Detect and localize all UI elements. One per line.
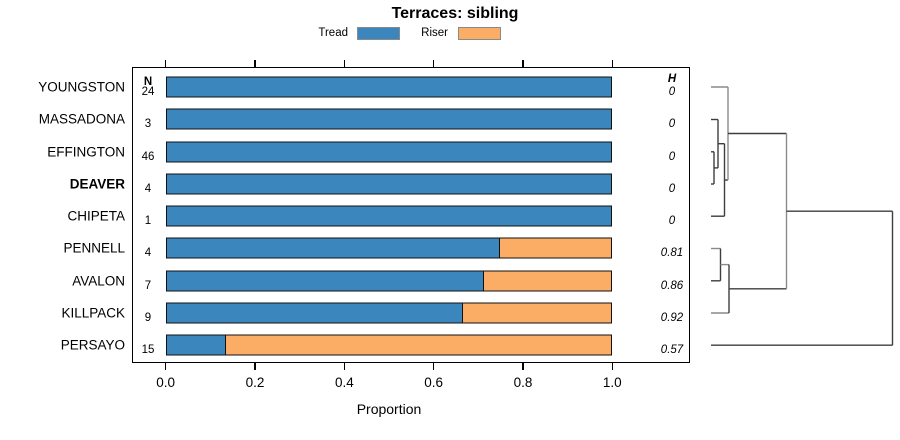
category-label: PERSAYO [60, 337, 125, 353]
h-value: 0.86 [660, 279, 684, 292]
bar [165, 108, 613, 130]
x-axis-tick [254, 363, 256, 370]
h-value: 0.92 [660, 311, 684, 324]
legend-swatch-riser [458, 27, 501, 40]
category-label: DEAVER [69, 176, 125, 192]
n-value: 24 [141, 86, 155, 98]
bar [165, 302, 613, 324]
category-label: KILLPACK [61, 305, 125, 321]
h-column-header: H [667, 73, 677, 85]
page-title: Terraces: sibling [391, 5, 519, 22]
x-axis-tick [254, 60, 256, 67]
x-axis-tick [611, 363, 614, 370]
x-axis-tick [343, 363, 346, 370]
category-label: PENNELL [63, 240, 125, 256]
bar-tread-segment [166, 142, 612, 162]
legend-swatch-tread [357, 27, 400, 40]
x-axis-tick [522, 363, 524, 370]
bar-tread-segment [166, 303, 464, 323]
category-label: EFFINGTON [47, 144, 125, 160]
x-axis-tick [611, 60, 614, 67]
x-axis-tick [432, 363, 435, 370]
bar-riser-segment [225, 335, 612, 355]
x-axis-tick [522, 60, 524, 67]
x-axis-tick-label: 1.0 [602, 375, 622, 390]
x-axis-title: Proportion [356, 401, 422, 417]
n-value: 4 [144, 182, 152, 195]
h-value: 0 [668, 86, 676, 98]
bar-tread-segment [166, 206, 612, 226]
n-value: 15 [141, 344, 155, 357]
h-value: 0.57 [660, 344, 684, 357]
bar-tread-segment [166, 271, 485, 291]
x-axis-tick-label: 0.0 [156, 375, 176, 390]
bar-tread-segment [166, 238, 501, 258]
bar-tread-segment [166, 335, 226, 355]
x-axis-tick-label: 0.8 [513, 375, 533, 390]
bar [165, 237, 613, 259]
bar [165, 141, 613, 163]
bar [165, 173, 613, 195]
category-label: CHIPETA [67, 208, 125, 224]
category-label: YOUNGSTON [38, 79, 125, 95]
n-value: 3 [144, 118, 152, 131]
bar [165, 76, 613, 98]
bar [165, 270, 613, 292]
n-value: 46 [141, 150, 155, 163]
h-value: 0.81 [660, 247, 684, 260]
n-column-header: N [143, 76, 153, 88]
bar-tread-segment [166, 109, 612, 129]
legend-label-riser: Riser [421, 27, 448, 39]
bar-riser-segment [500, 238, 612, 258]
x-axis-tick-label: 0.4 [334, 375, 354, 390]
category-label: MASSADONA [38, 111, 125, 127]
x-axis-tick-label: 0.6 [424, 375, 444, 390]
x-axis-tick [164, 363, 167, 370]
n-value: 4 [144, 247, 152, 260]
x-axis-tick [343, 60, 346, 67]
n-value: 1 [144, 215, 152, 228]
bar [165, 205, 613, 227]
bar [165, 334, 613, 356]
category-label: AVALON [72, 273, 125, 289]
x-axis-tick [164, 60, 167, 67]
legend-label-tread: Tread [318, 27, 348, 39]
x-axis-tick [432, 60, 435, 67]
bar-riser-segment [484, 271, 612, 291]
x-axis-tick-label: 0.2 [245, 375, 265, 390]
n-value: 9 [144, 311, 152, 324]
bar-riser-segment [463, 303, 612, 323]
h-value: 0 [668, 215, 676, 228]
h-value: 0 [668, 150, 676, 163]
bar-tread-segment [166, 174, 612, 194]
h-value: 0 [668, 182, 676, 195]
bar-tread-segment [166, 77, 612, 97]
h-value: 0 [668, 118, 676, 131]
n-value: 7 [144, 279, 152, 292]
